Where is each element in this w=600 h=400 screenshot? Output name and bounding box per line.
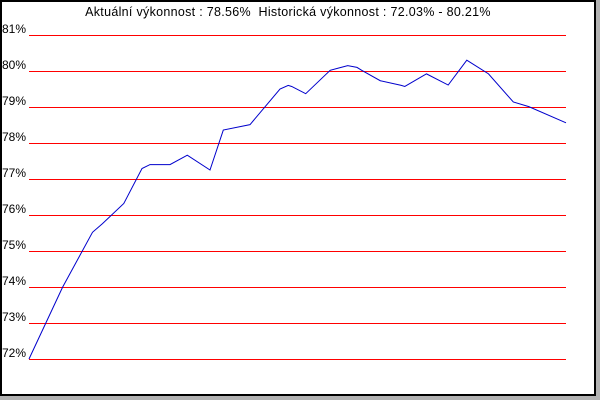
svg-text:74%: 74% [2,274,26,288]
svg-text:76%: 76% [2,202,26,216]
svg-text:78%: 78% [2,130,26,144]
svg-text:72%: 72% [2,346,26,360]
svg-text:79%: 79% [2,94,26,108]
svg-text:81%: 81% [2,22,26,36]
svg-text:77%: 77% [2,166,26,180]
svg-text:80%: 80% [2,58,26,72]
svg-text:75%: 75% [2,238,26,252]
svg-text:73%: 73% [2,310,26,324]
